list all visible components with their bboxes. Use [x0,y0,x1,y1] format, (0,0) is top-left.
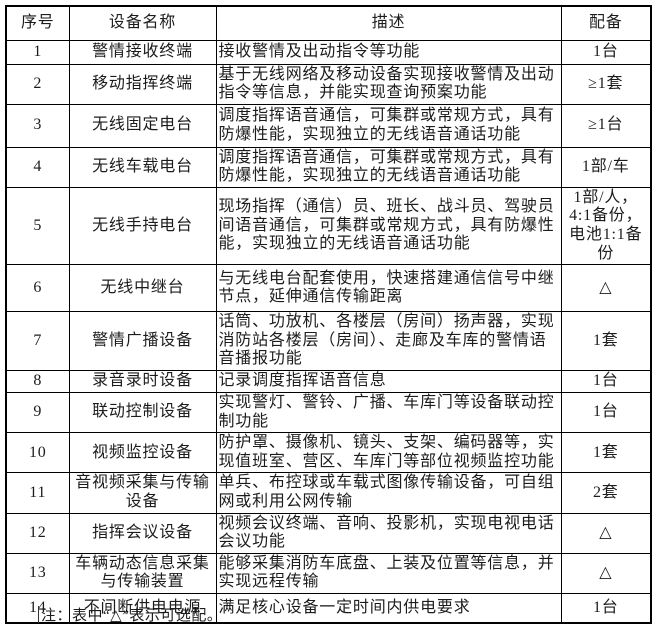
description-cell: 话筒、功放机、各楼层（房间）扬声器，实现消防站各楼层（房间）、走廊及车库的警情语… [215,311,562,372]
serial-number-cell: 11 [5,472,70,514]
table-row: 3 无线固定电台 调度指挥语音通信，可集群或常规方式，具有防爆性能，实现独立的无… [5,103,652,148]
serial-number-cell: 14 [5,592,70,624]
allocation-cell: 1台 [560,370,652,394]
header-description: 描述 [215,5,562,41]
table-row: 1 警情接收终端 接收警情及出动指令等功能 1台 [5,39,652,65]
device-name-cell: 警情接收终端 [68,39,217,65]
description-cell: 实现警灯、警铃、广播、车库门等设备联动控制功能 [215,392,562,434]
device-name-cell: 无线固定电台 [68,103,217,148]
description-cell: 接收警情及出动指令等功能 [215,39,562,65]
table-row: 10 视频监控设备 防护罩、摄像机、镜头、支架、编码器等，实现值班室、营区、车库… [5,432,652,474]
allocation-cell: ≥1台 [560,103,652,148]
table-row: 6 无线中继台 与无线电台配套使用，快速搭建通信信号中继节点，延伸通信传输距离 … [5,264,652,313]
table-row: 4 无线车载电台 调度指挥语音通信，可集群或常规方式，具有防爆性能，实现独立的无… [5,146,652,188]
description-cell: 调度指挥语音通信，可集群或常规方式，具有防爆性能，实现独立的无线语音通话功能 [215,146,562,188]
serial-number-cell: 5 [5,186,70,266]
allocation-cell: 1部/人， 4:1备份， 电池1:1备份 [560,186,652,266]
description-cell: 现场指挥（通信）员、班长、战斗员、驾驶员间语音通信，可集群或常规方式，具有防爆性… [215,186,562,266]
table-row: 8 录音录时设备 记录调度指挥语音信息 1台 [5,370,652,394]
allocation-cell: △ [560,512,652,554]
description-cell: 调度指挥语音通信，可集群或常规方式，具有防爆性能，实现独立的无线语音通话功能 [215,103,562,148]
description-cell: 与无线电台配套使用，快速搭建通信信号中继节点，延伸通信传输距离 [215,264,562,313]
table-row: 11 音视频采集与传输设备 单兵、布控球或车载式图像传输设备，可自组网或利用公网… [5,472,652,514]
footnote-text: 注：表中“△”表示可选配。 [41,608,223,624]
allocation-cell: 1部/车 [560,146,652,188]
text-cursor [38,606,39,623]
serial-number-cell: 2 [5,63,70,105]
device-name-cell: 车辆动态信息采集与传输装置 [68,552,217,594]
serial-number-cell: 8 [5,370,70,394]
device-name-cell: 移动指挥终端 [68,63,217,105]
device-name-cell: 无线手持电台 [68,186,217,266]
allocation-cell: △ [560,264,652,313]
device-name-cell: 音视频采集与传输设备 [68,472,217,514]
allocation-cell: 1台 [560,392,652,434]
description-cell: 视频会议终端、音响、投影机，实现电视电话会议功能 [215,512,562,554]
serial-number-cell: 4 [5,146,70,188]
header-row: 序号 设备名称 描述 配备 [5,5,652,41]
description-cell: 基于无线网络及移动设备实现接收警情及出动指令等信息，并能实现查询预案功能 [215,63,562,105]
device-name-cell: 视频监控设备 [68,432,217,474]
table-row: 14 不间断供电电源 满足核心设备一定时间内供电要求 1台 [5,592,652,624]
description-cell: 防护罩、摄像机、镜头、支架、编码器等，实现值班室、营区、车库门等部位视频监控功能 [215,432,562,474]
serial-number-cell: 13 [5,552,70,594]
table-row: 2 移动指挥终端 基于无线网络及移动设备实现接收警情及出动指令等信息，并能实现查… [5,63,652,105]
description-cell: 记录调度指挥语音信息 [215,370,562,394]
allocation-cell: 2套 [560,472,652,514]
serial-number-cell: 7 [5,311,70,372]
device-name-cell: 无线车载电台 [68,146,217,188]
allocation-cell: 1台 [560,39,652,65]
allocation-cell: 1台 [560,592,652,624]
serial-number-cell: 10 [5,432,70,474]
allocation-cell: 1套 [560,311,652,372]
allocation-cell: 1套 [560,432,652,474]
serial-number-cell: 12 [5,512,70,554]
serial-number-cell: 9 [5,392,70,434]
equipment-table: 序号 设备名称 描述 配备 1 警情接收终端 接收警情及出动指令等功能 1台 2… [5,5,652,625]
description-cell: 单兵、布控球或车载式图像传输设备，可自组网或利用公网传输 [215,472,562,514]
table-row: 13 车辆动态信息采集与传输装置 能够采集消防车底盘、上装及位置等信息，并实现远… [5,552,652,594]
device-name-cell: 指挥会议设备 [68,512,217,554]
device-name-cell: 录音录时设备 [68,370,217,394]
table-body: 1 警情接收终端 接收警情及出动指令等功能 1台 2 移动指挥终端 基于无线网络… [5,39,652,624]
header-device-name: 设备名称 [68,5,217,41]
allocation-cell: ≥1套 [560,63,652,105]
description-cell: 能够采集消防车底盘、上装及位置等信息，并实现远程传输 [215,552,562,594]
header-serial-number: 序号 [5,5,70,41]
allocation-cell: △ [560,552,652,594]
serial-number-cell: 3 [5,103,70,148]
serial-number-cell: 6 [5,264,70,313]
serial-number-cell: 1 [5,39,70,65]
device-name-cell: 警情广播设备 [68,311,217,372]
footnote: 注：表中“△”表示可选配。 [38,604,222,625]
device-name-cell: 无线中继台 [68,264,217,313]
table-row: 12 指挥会议设备 视频会议终端、音响、投影机，实现电视电话会议功能 △ [5,512,652,554]
device-name-cell: 联动控制设备 [68,392,217,434]
table-row: 5 无线手持电台 现场指挥（通信）员、班长、战斗员、驾驶员间语音通信，可集群或常… [5,186,652,266]
header-allocation: 配备 [560,5,652,41]
description-cell: 满足核心设备一定时间内供电要求 [215,592,562,624]
device-name-cell: 不间断供电电源 [68,592,217,624]
table-row: 9 联动控制设备 实现警灯、警铃、广播、车库门等设备联动控制功能 1台 [5,392,652,434]
table-header: 序号 设备名称 描述 配备 [5,5,652,41]
table-row: 7 警情广播设备 话筒、功放机、各楼层（房间）扬声器，实现消防站各楼层（房间）、… [5,311,652,372]
